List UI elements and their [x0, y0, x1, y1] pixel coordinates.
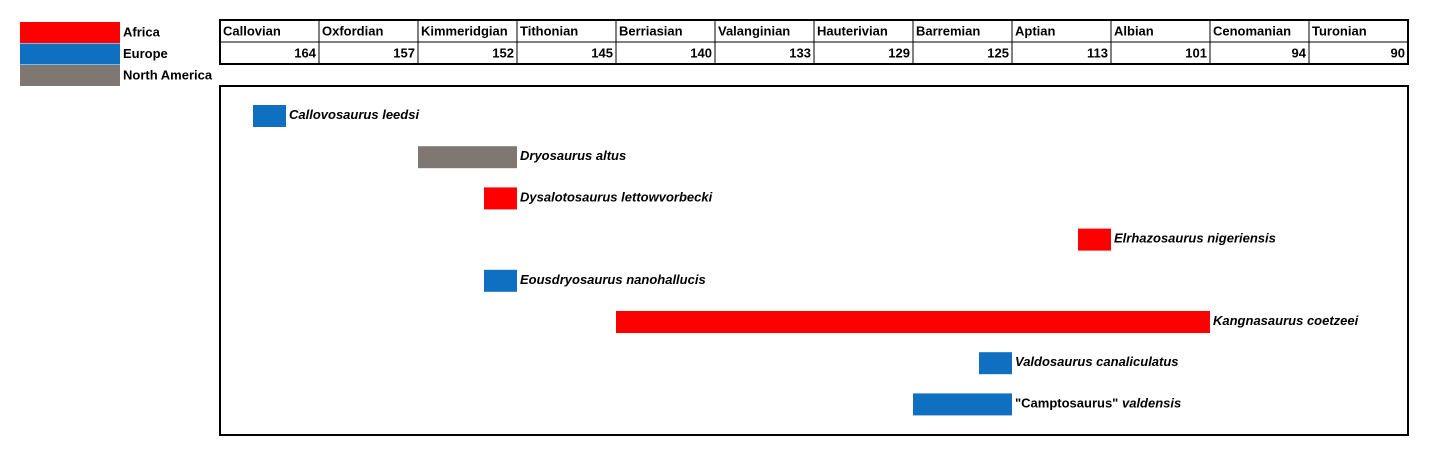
- taxon-genus: Dryosaurus: [520, 149, 592, 164]
- stage-name: Berriasian: [619, 23, 683, 38]
- taxon-bar: [418, 146, 517, 169]
- taxon-species: nigeriensis: [1207, 231, 1276, 246]
- taxon-name: Kangnasaurus coetzeei: [1213, 313, 1359, 328]
- stage-name: Kimmeridgian: [421, 23, 508, 38]
- taxon-species: lettowvorbecki: [621, 190, 712, 205]
- taxon-bar: [253, 105, 286, 127]
- chart-frame: [219, 85, 1409, 436]
- stage-name: Valanginian: [718, 23, 790, 38]
- taxon-bar: [484, 187, 517, 210]
- taxon-name: Dryosaurus altus: [520, 149, 626, 164]
- taxon-name: "Camptosaurus" valdensis: [1015, 396, 1181, 411]
- taxon-name: Valdosaurus canaliculatus: [1015, 355, 1179, 370]
- legend-swatch: [20, 43, 120, 65]
- taxon-species: valdensis: [1122, 396, 1181, 411]
- taxon-genus: Eousdryosaurus: [520, 272, 623, 287]
- taxon-name: Elrhazosaurus nigeriensis: [1114, 231, 1276, 246]
- stage-name: Turonian: [1312, 23, 1367, 38]
- stage-age: 133: [789, 45, 811, 60]
- taxon-genus: Kangnasaurus: [1213, 313, 1303, 328]
- taxon-genus: Callovosaurus: [289, 107, 379, 122]
- stage-age: 94: [1292, 45, 1307, 60]
- taxon-bar: [979, 352, 1012, 375]
- legend-label: Africa: [123, 24, 161, 39]
- stage-age: 152: [492, 45, 514, 60]
- taxon-bar: [1078, 228, 1111, 251]
- stage-age: 129: [888, 45, 910, 60]
- stage-name: Oxfordian: [322, 23, 383, 38]
- taxon-bar: [616, 311, 1210, 333]
- stage-name: Cenomanian: [1213, 23, 1291, 38]
- taxon-name: Callovosaurus leedsi: [289, 107, 419, 122]
- stage-name: Barremian: [916, 23, 980, 38]
- stage-name: Callovian: [223, 23, 281, 38]
- taxon-name: Dysalotosaurus lettowvorbecki: [520, 190, 713, 205]
- taxon-bar: [484, 269, 517, 292]
- stage-name: Albian: [1114, 23, 1154, 38]
- taxon-bar: [913, 393, 1012, 416]
- stage-age: 101: [1185, 45, 1207, 60]
- stage-name: Hauterivian: [817, 23, 888, 38]
- taxon-genus: Dysalotosaurus: [520, 190, 618, 205]
- stage-name: Tithonian: [520, 23, 578, 38]
- stage-age: 113: [1087, 45, 1108, 60]
- legend-swatch: [20, 22, 120, 43]
- legend-label: Europe: [123, 46, 168, 61]
- taxon-name: Eousdryosaurus nanohallucis: [520, 272, 706, 287]
- taxon-species: altus: [596, 149, 626, 164]
- stage-age: 145: [591, 45, 613, 60]
- stage-name: Aptian: [1015, 23, 1056, 38]
- taxon-species: canaliculatus: [1096, 355, 1178, 370]
- stage-age: 140: [690, 45, 712, 60]
- stage-age: 90: [1391, 45, 1405, 60]
- taxon-genus: "Camptosaurus": [1015, 396, 1118, 411]
- stage-age: 125: [987, 45, 1009, 60]
- stage-age: 157: [393, 45, 415, 60]
- taxon-genus: Elrhazosaurus: [1114, 231, 1204, 246]
- legend-label: North America: [123, 67, 213, 82]
- taxon-species: coetzeei: [1307, 313, 1359, 328]
- taxon-species: nanohallucis: [626, 272, 705, 287]
- taxon-genus: Valdosaurus: [1015, 355, 1093, 370]
- taxon-species: leedsi: [382, 107, 419, 122]
- legend-swatch: [20, 65, 120, 86]
- stage-age: 164: [294, 45, 316, 60]
